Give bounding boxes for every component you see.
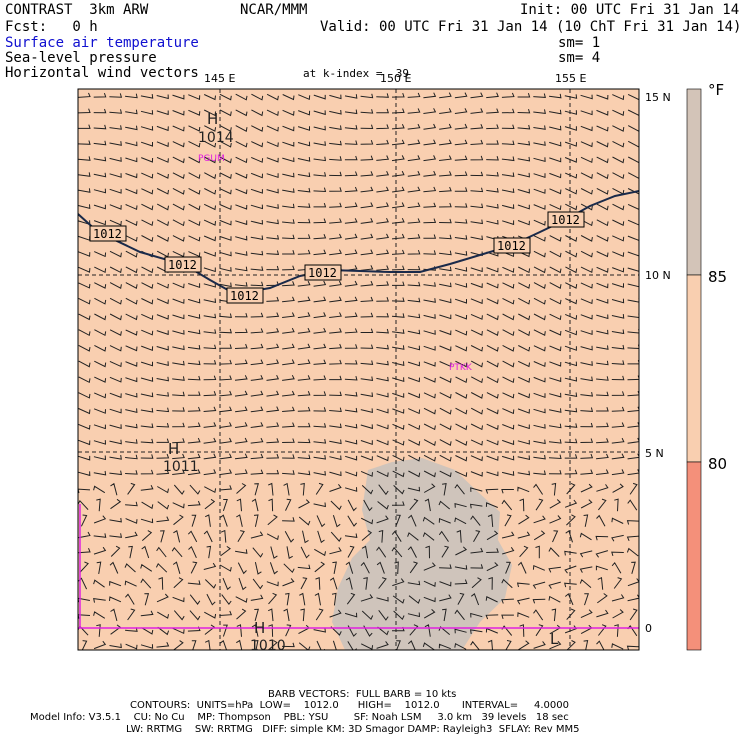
colorbar-label: 80 <box>708 455 727 473</box>
smoothing-1: sm= 1 <box>558 35 601 51</box>
map-frame <box>77 88 640 651</box>
lat-label: 0 <box>645 622 652 635</box>
contour-label: 1012 <box>493 237 531 254</box>
level-label: at k-index = 39 <box>303 67 409 80</box>
contour-label: 1012 <box>304 264 342 281</box>
lon-label: 150 E <box>380 72 411 85</box>
lat-lon-grid <box>78 89 639 650</box>
station-label: PTKK <box>449 363 473 373</box>
land-shading <box>332 458 512 650</box>
svg-text:1012: 1012 <box>497 239 526 253</box>
init-time: Init: 00 UTC Fri 31 Jan 14 <box>520 2 740 18</box>
svg-text:1012: 1012 <box>308 266 337 280</box>
pressure-center-value: 1014 <box>198 130 234 146</box>
colorbar: °F 85 80 <box>686 81 727 651</box>
colorbar-segment <box>686 88 702 276</box>
pressure-center-letter: H <box>254 619 265 637</box>
field-surface-temperature: Surface air temperature <box>5 35 199 51</box>
center-label: NCAR/MMM <box>240 2 308 18</box>
lat-label: 5 N <box>645 447 664 460</box>
field-wind-vectors: Horizontal wind vectors <box>5 65 199 81</box>
model-info: Model Info: V3.5.1 CU: No Cu MP: Thompso… <box>30 712 569 723</box>
forecast-hour: Fcst: 0 h <box>5 19 98 35</box>
colorbar-unit: °F <box>708 81 724 99</box>
svg-text:1012: 1012 <box>551 213 580 227</box>
pressure-center-letter: H <box>168 440 179 458</box>
lat-label: 15 N <box>645 91 671 104</box>
barb-legend: BARB VECTORS: FULL BARB = 10 kts <box>268 689 457 700</box>
pressure-center-letter: L <box>550 630 559 648</box>
contour-label: 1012 <box>226 287 264 304</box>
contour-label: 1012 <box>164 256 202 273</box>
colorbar-segment <box>686 274 702 463</box>
colorbar-label: 85 <box>708 268 727 286</box>
physics-info: LW: RRTMG SW: RRTMG DIFF: simple KM: 3D … <box>126 724 580 735</box>
model-title: CONTRAST 3km ARW <box>5 2 149 18</box>
svg-text:1012: 1012 <box>93 227 122 241</box>
valid-time: Valid: 00 UTC Fri 31 Jan 14 (10 ChT Fri … <box>320 19 740 35</box>
station-label: PGUM <box>198 154 225 164</box>
lon-label: 155 E <box>555 72 586 85</box>
field-sea-level-pressure: Sea-level pressure <box>5 50 157 66</box>
pressure-center-letter: H <box>207 110 218 128</box>
svg-text:1012: 1012 <box>168 258 197 272</box>
contour-label: 1012 <box>547 211 585 228</box>
smoothing-2: sm= 4 <box>558 50 601 66</box>
svg-text:1012: 1012 <box>230 289 259 303</box>
colorbar-segment <box>686 461 702 651</box>
equator-line <box>78 504 639 629</box>
pressure-center-value: 1011 <box>163 459 199 475</box>
lon-label: 145 E <box>204 72 235 85</box>
lat-label: 10 N <box>645 269 671 282</box>
pressure-center-value: 1010 <box>250 638 286 654</box>
contour-info: CONTOURS: UNITS=hPa LOW= 1012.0 HIGH= 10… <box>130 700 569 711</box>
contour-label: 1012 <box>89 225 127 242</box>
